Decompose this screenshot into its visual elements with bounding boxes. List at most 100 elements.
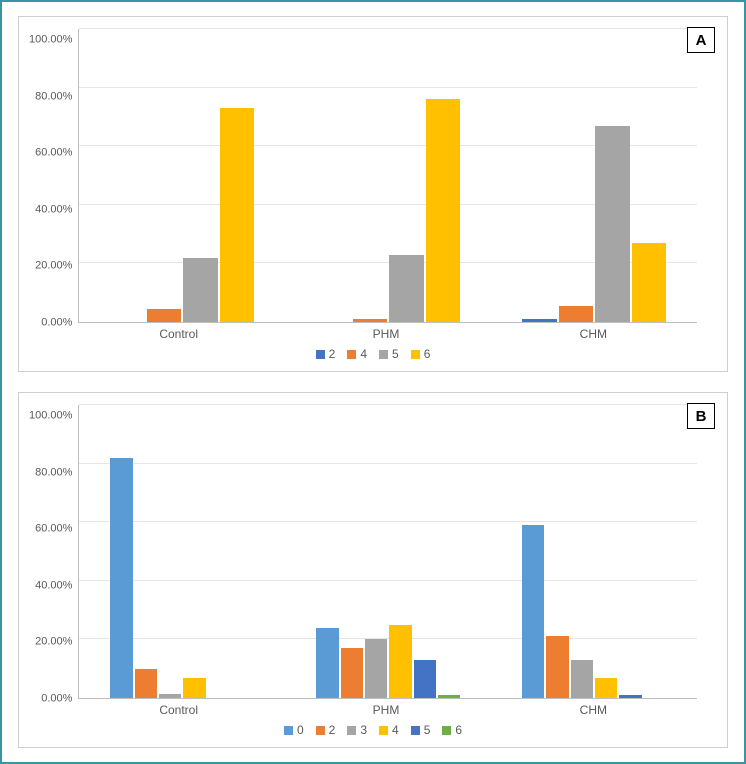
category-label: Control [75, 323, 282, 341]
figure-container: A 100.00%80.00%60.00%40.00%20.00%0.00% C… [0, 0, 746, 764]
legend-swatch [442, 726, 451, 735]
y-tick-label: 80.00% [35, 91, 72, 102]
legend-swatch [316, 350, 325, 359]
legend-item: 2 [316, 347, 336, 361]
legend-a: 2 4 5 6 [19, 341, 727, 371]
legend-item: 3 [347, 723, 367, 737]
bar [135, 669, 157, 698]
bar [365, 639, 387, 698]
legend-item: 0 [284, 723, 304, 737]
bar [522, 525, 544, 698]
legend-item: 2 [316, 723, 336, 737]
legend-label: 4 [360, 347, 367, 361]
bar [341, 648, 363, 698]
category-label: CHM [490, 323, 697, 341]
y-tick-label: 40.00% [35, 204, 72, 215]
legend-label: 3 [360, 723, 367, 737]
legend-label: 5 [392, 347, 399, 361]
legend-item: 4 [347, 347, 367, 361]
legend-label: 0 [297, 723, 304, 737]
bar-group [79, 29, 285, 322]
bar [389, 625, 411, 698]
legend-label: 2 [329, 723, 336, 737]
legend-swatch [411, 350, 420, 359]
bar-group [285, 405, 491, 698]
bar [438, 695, 460, 698]
legend-label: 4 [392, 723, 399, 737]
x-axis-a: ControlPHMCHM [75, 323, 697, 341]
y-tick-label: 80.00% [35, 467, 72, 478]
category-label: PHM [282, 323, 489, 341]
bar [546, 636, 568, 698]
bar-set [316, 405, 460, 698]
legend-swatch [347, 726, 356, 735]
bar-set [522, 405, 666, 698]
bar [595, 126, 630, 322]
category-label: PHM [282, 699, 489, 717]
legend-swatch [316, 726, 325, 735]
bar-set [110, 29, 254, 322]
legend-b: 0 2 3 4 5 6 [19, 717, 727, 747]
bar [389, 255, 424, 322]
legend-label: 2 [329, 347, 336, 361]
legend-swatch [347, 350, 356, 359]
chart-panel-a: A 100.00% 80.00% 60.00% 40.00% 20.00% 0.00% C… [18, 16, 728, 372]
y-tick-label: 0.00% [41, 317, 72, 328]
bar-set [522, 29, 666, 322]
legend-label: 6 [424, 347, 431, 361]
legend-label: 5 [424, 723, 431, 737]
legend-item: 6 [442, 723, 462, 737]
bar [159, 694, 181, 698]
plot-area-b [78, 405, 697, 699]
legend-swatch [379, 350, 388, 359]
y-tick-label: 60.00% [35, 148, 72, 159]
legend-item: 4 [379, 723, 399, 737]
bar-group [491, 405, 697, 698]
chart-panel-b: B 100.00% 80.00% 60.00% 40.00% 20.00% 0.00% C… [18, 392, 728, 748]
panel-label-a: A [687, 27, 715, 53]
bar-set [110, 405, 254, 698]
x-axis-b: ControlPHMCHM [75, 699, 697, 717]
y-tick-label: 40.00% [35, 580, 72, 591]
panel-label-b: B [687, 403, 715, 429]
legend-swatch [379, 726, 388, 735]
bar-group [285, 29, 491, 322]
bar-set [316, 29, 460, 322]
bar [426, 99, 461, 322]
plot-area-a [78, 29, 697, 323]
bar-groups-b [79, 405, 697, 698]
bar [414, 660, 436, 698]
category-label: CHM [490, 699, 697, 717]
bar [595, 678, 617, 699]
y-tick-label: 20.00% [35, 637, 72, 648]
bar [147, 309, 182, 322]
legend-item: 5 [379, 347, 399, 361]
y-axis-a: 100.00%80.00%60.00%40.00%20.00%0.00% [29, 29, 78, 323]
bar-groups-a [79, 29, 697, 322]
bar [316, 628, 338, 698]
bar [220, 108, 255, 322]
bar [632, 243, 667, 322]
y-tick-label: 0.00% [41, 693, 72, 704]
y-tick-label: 20.00% [35, 261, 72, 272]
bar [183, 258, 218, 322]
bar [183, 678, 205, 699]
bar [522, 319, 557, 322]
y-tick-label: 100.00% [29, 35, 72, 46]
plot-zone-a: 100.00%80.00%60.00%40.00%20.00%0.00% [19, 17, 727, 323]
legend-item: 6 [411, 347, 431, 361]
bar [619, 695, 641, 698]
y-tick-label: 60.00% [35, 524, 72, 535]
bar-group [79, 405, 285, 698]
category-label: Control [75, 699, 282, 717]
y-tick-label: 100.00% [29, 411, 72, 422]
bar [353, 319, 388, 322]
bar [110, 458, 132, 698]
plot-zone-b: 100.00%80.00%60.00%40.00%20.00%0.00% [19, 393, 727, 699]
legend-item: 5 [411, 723, 431, 737]
bar-group [491, 29, 697, 322]
legend-swatch [411, 726, 420, 735]
legend-label: 6 [455, 723, 462, 737]
bar [559, 306, 594, 322]
bar [571, 660, 593, 698]
